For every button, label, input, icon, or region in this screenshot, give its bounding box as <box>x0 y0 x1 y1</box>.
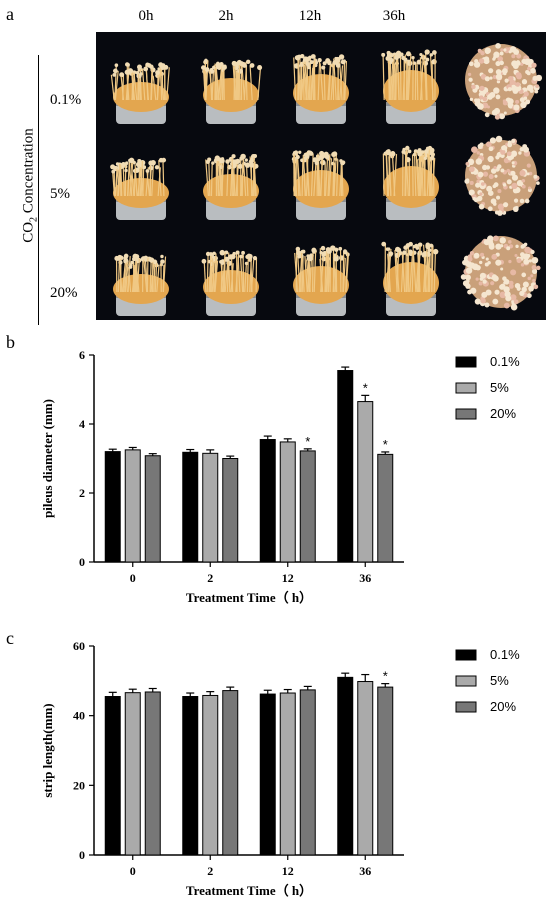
bar <box>222 458 239 563</box>
y-tick-label: 2 <box>79 486 85 500</box>
x-tick-label: 36 <box>359 571 371 585</box>
bar <box>222 690 239 856</box>
y-tick-label: 0 <box>79 555 85 569</box>
legend-swatch <box>455 382 477 394</box>
bar <box>124 692 141 856</box>
bar <box>182 696 199 856</box>
x-axis-title: Treatment Time（ h） <box>186 883 312 898</box>
bar <box>104 696 121 856</box>
row-group-divider <box>38 55 39 325</box>
significance-marker: * <box>363 380 368 395</box>
legend-swatch <box>455 675 477 687</box>
bar <box>202 452 219 563</box>
mushroom-photo <box>186 32 276 128</box>
col-label-2h: 2h <box>218 8 234 24</box>
x-tick-label: 12 <box>282 864 294 878</box>
row-label-20: 20% <box>50 285 78 301</box>
x-tick-label: 0 <box>130 864 136 878</box>
bar <box>357 401 374 563</box>
legend-swatch <box>455 408 477 420</box>
y-tick-label: 20 <box>73 778 85 792</box>
bar <box>337 370 354 563</box>
mushroom-photo <box>366 128 456 224</box>
legend-label: 5% <box>490 673 509 688</box>
panel-letter-c: c <box>6 628 14 648</box>
x-tick-label: 2 <box>207 864 213 878</box>
x-axis-title: Treatment Time（ h） <box>186 590 312 605</box>
bar <box>144 455 161 563</box>
y-tick-label: 0 <box>79 848 85 862</box>
bar <box>124 449 141 563</box>
significance-marker: * <box>383 437 388 452</box>
x-tick-label: 12 <box>282 571 294 585</box>
mushroom-photo <box>276 32 366 128</box>
bar <box>182 451 199 563</box>
bar <box>279 692 296 856</box>
mushroom-photo-grid <box>96 32 546 322</box>
mushroom-photo <box>186 224 276 320</box>
y-axis-title: strip length(mm) <box>40 703 55 797</box>
legend-label: 20% <box>490 699 516 714</box>
panel-letter-b: b <box>6 332 15 352</box>
y-axis-title: pileus diameter (mm) <box>40 399 55 518</box>
mushroom-photo <box>276 128 366 224</box>
y-tick-label: 60 <box>73 639 85 653</box>
mushroom-photo <box>456 128 546 224</box>
row-label-0-1: 0.1% <box>50 92 82 108</box>
x-tick-label: 2 <box>207 571 213 585</box>
chart-pileus-diameter: 0 2 4 6 0 2 * 12 * * 36 Treatment Time（ h） pileus di… <box>40 348 520 605</box>
bar <box>357 681 374 856</box>
bar <box>299 689 316 856</box>
bar <box>377 453 394 563</box>
legend-label: 0.1% <box>490 647 520 662</box>
co2-concentration-title: CO2 Concentration <box>20 128 40 243</box>
bar <box>259 693 276 856</box>
bar <box>337 676 354 856</box>
x-tick-label: 0 <box>130 571 136 585</box>
panel-letter-a: a <box>6 4 14 24</box>
legend-swatch <box>455 701 477 713</box>
bar <box>259 439 276 563</box>
significance-marker: * <box>383 669 388 684</box>
mushroom-photo <box>186 128 276 224</box>
bar <box>377 686 394 856</box>
y-tick-label: 6 <box>79 348 85 362</box>
mushroom-photo <box>96 128 186 224</box>
row-label-5: 5% <box>50 186 70 202</box>
bar <box>202 694 219 856</box>
bar <box>279 441 296 563</box>
y-tick-label: 4 <box>79 417 85 431</box>
mushroom-photo <box>366 224 456 320</box>
legend-swatch <box>455 356 477 368</box>
mushroom-photo <box>96 32 186 128</box>
legend-swatch <box>455 649 477 661</box>
bar <box>104 451 121 563</box>
col-label-12h: 12h <box>298 8 322 24</box>
col-label-36h: 36h <box>382 8 406 24</box>
bar <box>144 691 161 856</box>
legend-label: 0.1% <box>490 354 520 369</box>
mushroom-photo <box>456 224 546 320</box>
x-tick-label: 36 <box>359 864 371 878</box>
significance-marker: * <box>305 434 310 449</box>
legend-label: 20% <box>490 406 516 421</box>
mushroom-photo <box>456 32 546 128</box>
mushroom-photo <box>276 224 366 320</box>
mushroom-photo <box>366 32 456 128</box>
chart-strip-length: 0 20 40 60 0 2 12 * 36 Treatment Time（ h） strip le… <box>40 639 520 898</box>
y-tick-label: 40 <box>73 709 85 723</box>
col-label-0h: 0h <box>138 8 154 24</box>
bar <box>299 450 316 563</box>
mushroom-photo <box>96 224 186 320</box>
legend-label: 5% <box>490 380 509 395</box>
